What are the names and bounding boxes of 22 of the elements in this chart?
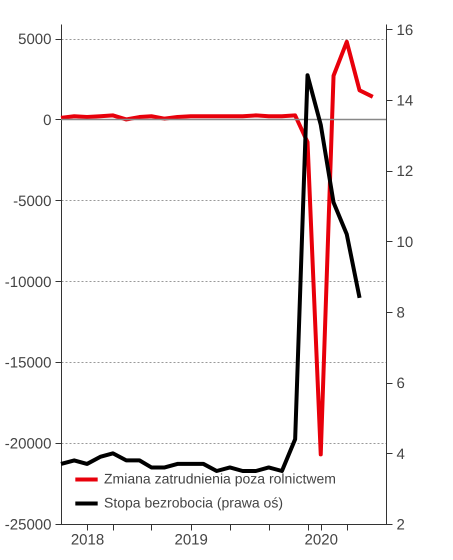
y2-tick-label: 16 xyxy=(396,22,414,39)
x-tick-label: 2020 xyxy=(304,532,338,548)
y-tick-label: -10000 xyxy=(4,274,52,291)
y2-tick-label: 6 xyxy=(396,375,405,392)
y2-tick-label: 4 xyxy=(396,446,405,463)
y-tick-label: -20000 xyxy=(4,436,52,453)
y2-tick-label: 12 xyxy=(396,163,414,180)
line-series xyxy=(59,40,375,456)
legend-label: Stopa bezrobocia (prawa oś) xyxy=(104,494,283,510)
y-tick-label: 5000 xyxy=(18,31,52,48)
y-tick-label: -5000 xyxy=(13,192,52,210)
y2-tick-label: 10 xyxy=(396,234,414,251)
y-tick-label: 0 xyxy=(43,112,52,129)
y2-tick-label: 2 xyxy=(396,516,405,534)
line-series xyxy=(59,73,362,473)
y2-tick-label: 8 xyxy=(396,304,405,322)
y-tick-label: -25000 xyxy=(4,516,52,534)
x-tick-label: 2018 xyxy=(70,532,104,548)
y2-tick-label: 14 xyxy=(396,92,414,110)
x-tick-label: 2019 xyxy=(174,532,208,548)
legend-label: Zmiana zatrudnienia poza rolnictwem xyxy=(104,470,336,486)
y-tick-label: -15000 xyxy=(4,354,52,372)
